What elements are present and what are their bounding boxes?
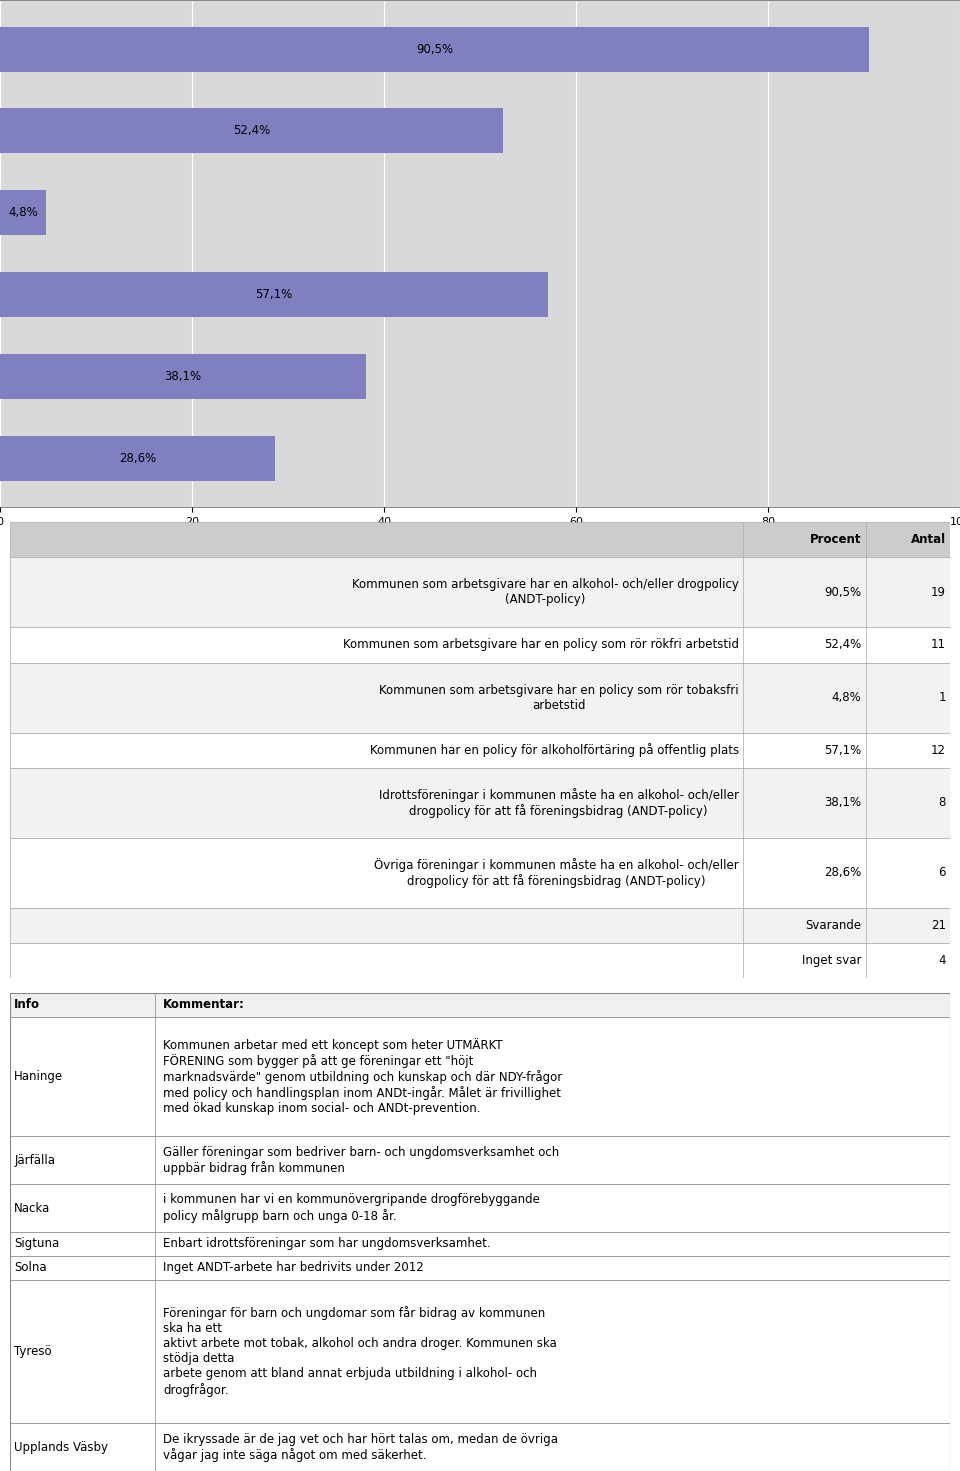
Text: Kommunen som arbetsgivare har en policy som rör tobaksfri
arbetstid: Kommunen som arbetsgivare har en policy …	[379, 684, 739, 712]
Bar	[0, 109, 503, 153]
Text: 57,1%: 57,1%	[255, 288, 293, 302]
Text: Upplands Väsby: Upplands Väsby	[14, 1440, 108, 1453]
Text: Idrottsföreningar i kommunen måste ha en alkohol- och/eller
drogpolicy för att f: Idrottsföreningar i kommunen måste ha en…	[378, 788, 739, 818]
Text: Kommunen har en policy för alkoholförtäring på offentlig plats: Kommunen har en policy för alkoholförtär…	[370, 743, 739, 758]
Text: Info: Info	[14, 999, 40, 1012]
Text: Inget ANDT-arbete har bedrivits under 2012: Inget ANDT-arbete har bedrivits under 20…	[163, 1261, 423, 1274]
Bar	[10, 522, 950, 558]
Bar	[10, 733, 950, 768]
Text: 57,1%: 57,1%	[824, 744, 861, 756]
Text: Kommentar:: Kommentar:	[163, 999, 245, 1012]
Text: Kommunen som arbetsgivare har en alkohol- och/eller drogpolicy
(ANDT-policy): Kommunen som arbetsgivare har en alkohol…	[352, 578, 739, 606]
Text: 19: 19	[930, 585, 946, 599]
Bar	[10, 1136, 950, 1184]
Text: Kommunen som arbetsgivare har en policy som rör rökfri arbetstid: Kommunen som arbetsgivare har en policy …	[343, 638, 739, 652]
Bar	[0, 26, 869, 72]
Text: Inget svar: Inget svar	[802, 955, 861, 966]
Bar	[10, 943, 950, 978]
Text: Svarande: Svarande	[804, 919, 861, 933]
Text: 90,5%: 90,5%	[824, 585, 861, 599]
Bar	[10, 628, 950, 662]
Text: 52,4%: 52,4%	[824, 638, 861, 652]
Text: 38,1%: 38,1%	[164, 371, 202, 382]
Text: 1: 1	[938, 691, 946, 705]
Bar	[10, 1424, 950, 1471]
Bar	[10, 1184, 950, 1233]
Text: Tyresö: Tyresö	[14, 1344, 52, 1358]
Text: Procent: Procent	[809, 534, 861, 546]
Text: Haninge: Haninge	[14, 1069, 63, 1083]
Bar	[10, 1280, 950, 1424]
Text: Järfälla: Järfälla	[14, 1153, 56, 1167]
Text: Kommunen arbetar med ett koncept som heter UTMÄRKT
FÖRENING som bygger på att ge: Kommunen arbetar med ett koncept som het…	[163, 1039, 563, 1115]
Bar	[10, 993, 950, 1016]
Text: Enbart idrottsföreningar som har ungdomsverksamhet.: Enbart idrottsföreningar som har ungdoms…	[163, 1237, 491, 1250]
Text: Solna: Solna	[14, 1261, 47, 1274]
Text: 8: 8	[938, 796, 946, 809]
Bar	[10, 908, 950, 943]
Text: 11: 11	[930, 638, 946, 652]
Text: 4,8%: 4,8%	[831, 691, 861, 705]
Bar	[10, 558, 950, 628]
Text: Antal: Antal	[911, 534, 946, 546]
Bar	[10, 1256, 950, 1280]
Text: 28,6%: 28,6%	[824, 866, 861, 880]
Text: 4: 4	[938, 955, 946, 966]
Bar	[10, 662, 950, 733]
Text: Sigtuna: Sigtuna	[14, 1237, 60, 1250]
Bar	[0, 272, 548, 318]
Text: i kommunen har vi en kommunövergripande drogförebyggande
policy målgrupp barn oc: i kommunen har vi en kommunövergripande …	[163, 1193, 540, 1222]
Text: 4,8%: 4,8%	[9, 206, 37, 219]
Bar	[0, 190, 46, 235]
Text: De ikryssade är de jag vet och har hört talas om, medan de övriga
vågar jag inte: De ikryssade är de jag vet och har hört …	[163, 1433, 558, 1462]
Text: Gäller föreningar som bedriver barn- och ungdomsverksamhet och
uppbär bidrag frå: Gäller föreningar som bedriver barn- och…	[163, 1146, 560, 1175]
Bar	[10, 1016, 950, 1136]
Text: 90,5%: 90,5%	[416, 43, 453, 56]
Text: Nacka: Nacka	[14, 1202, 51, 1215]
Bar	[10, 768, 950, 838]
Text: 12: 12	[930, 744, 946, 756]
Bar	[0, 435, 275, 481]
Bar	[10, 838, 950, 908]
Bar	[10, 1233, 950, 1256]
Text: 28,6%: 28,6%	[119, 452, 156, 465]
Text: Övriga föreningar i kommunen måste ha en alkohol- och/eller
drogpolicy för att f: Övriga föreningar i kommunen måste ha en…	[374, 858, 739, 888]
Bar	[0, 355, 366, 399]
Text: Föreningar för barn och ungdomar som får bidrag av kommunen
ska ha ett
aktivt ar: Föreningar för barn och ungdomar som får…	[163, 1306, 557, 1396]
Text: 21: 21	[930, 919, 946, 933]
Text: 52,4%: 52,4%	[233, 125, 270, 137]
Text: 38,1%: 38,1%	[824, 796, 861, 809]
Text: 6: 6	[938, 866, 946, 880]
